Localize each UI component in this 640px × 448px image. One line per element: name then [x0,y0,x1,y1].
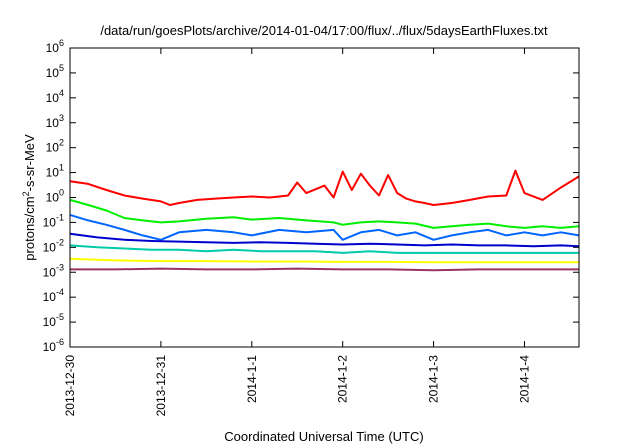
y-tick-label-exp: -6 [56,337,64,347]
x-tick-label: 2014-1-3 [427,355,441,403]
series-line-7 [70,267,579,272]
y-tick-label: 10-1 [43,212,64,229]
plot-lines [69,169,580,272]
y-tick-label: 104 [46,88,64,105]
x-tick-label: 2014-1-2 [336,355,350,403]
y-tick-label: 10-4 [43,287,64,304]
series-line-6 [69,257,579,264]
y-tick-label: 102 [46,138,64,155]
y-tick-label-exp: 0 [59,188,64,198]
y-tick-label-exp: 2 [59,138,64,148]
y-tick-label-exp: -2 [56,237,64,247]
y-axis-label-base: protons/cm [22,196,37,260]
y-tick-label: 10-3 [43,262,64,279]
y-axis-label-rest: -s-sr-MeV [22,134,37,191]
y-tick-label-base: 10 [46,66,60,80]
series-line-4 [69,232,580,248]
y-tick-label: 105 [46,63,64,80]
y-tick-label-base: 10 [43,265,57,279]
y-tick-label-exp: 6 [59,38,64,48]
y-tick-label-exp: -3 [56,262,64,272]
chart-title: /data/run/goesPlots/archive/2014-01-04/1… [100,23,548,38]
x-axis: 2013-12-30 2013-12-31 2014-1-1 2014-1-2 2014… [63,48,531,416]
y-tick-label-base: 10 [46,116,60,130]
y-tick-label-base: 10 [43,240,57,254]
y-tick-label: 100 [46,188,64,205]
y-tick-label-exp: -4 [56,287,64,297]
series-line-1 [69,169,580,206]
x-axis-label: Coordinated Universal Time (UTC) [224,429,423,444]
y-tick-label-base: 10 [46,166,60,180]
y-tick-label-exp: 1 [59,163,64,173]
x-tick-label: 2014-1-4 [517,355,531,403]
y-axis: 10-610-510-410-310-210-11001011021031041… [43,38,579,354]
y-tick-label-exp: -5 [56,312,64,322]
y-axis-label: protons/cm2-s-sr-MeV [21,134,37,261]
series-line-3 [69,213,580,241]
y-tick-label-base: 10 [46,141,60,155]
y-tick-label: 10-6 [43,337,64,354]
x-tick-label: 2013-12-31 [154,355,168,417]
y-tick-label-base: 10 [46,191,60,205]
x-tick-label: 2013-12-30 [63,355,77,417]
y-tick-label: 103 [46,113,64,130]
y-tick-label-base: 10 [46,41,60,55]
y-tick-label-base: 10 [43,215,57,229]
y-tick-label-exp: -1 [56,212,64,222]
plot-frame [69,47,580,348]
y-tick-label-base: 10 [43,340,57,354]
y-tick-label: 106 [46,38,64,55]
y-tick-label: 10-2 [43,237,64,254]
y-tick-label: 10-5 [43,312,64,329]
y-tick-label-exp: 4 [59,88,64,98]
y-tick-label-base: 10 [43,290,57,304]
y-tick-label-exp: 3 [59,113,64,123]
x-tick-label: 2014-1-1 [245,355,259,403]
y-axis-label-sup: 2 [21,191,31,196]
y-tick-label-exp: 5 [59,63,64,73]
series-line-2 [69,198,580,229]
series-line-5 [69,244,579,254]
y-tick-label: 101 [46,163,64,180]
y-tick-label-base: 10 [46,91,60,105]
y-tick-label-base: 10 [43,315,57,329]
